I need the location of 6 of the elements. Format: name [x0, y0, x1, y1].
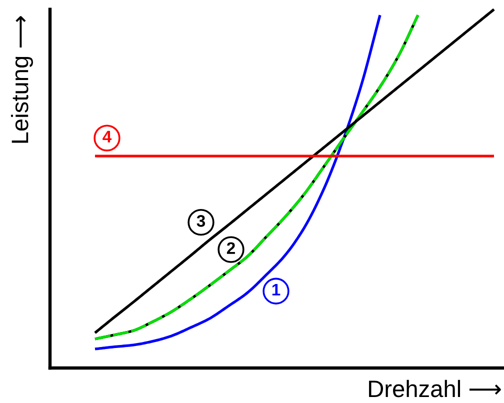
series-label: 1: [272, 284, 280, 296]
x-axis-title: Drehzahl ⟶: [369, 380, 501, 398]
series-label: 4: [102, 130, 112, 142]
y-axis-title: Leistung ⟶: [10, 16, 33, 143]
series-label: 3: [196, 215, 206, 227]
series-label: 2: [226, 242, 235, 254]
